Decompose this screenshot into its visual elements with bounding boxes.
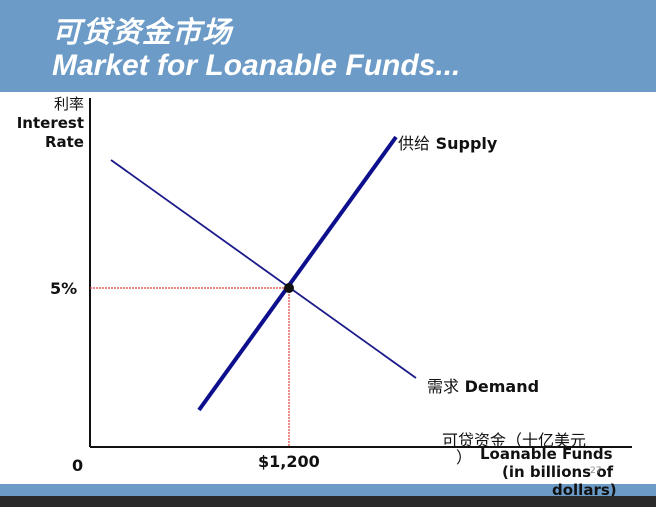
demand-label-en: Demand [464,377,540,396]
title-chinese: 可贷资金市场 [52,17,233,49]
y-axis-label-en-line1: Interest [16,114,84,132]
demand-curve [110,159,417,379]
demand-label-cn: 需求 [427,377,460,396]
supply-label: 供给 Supply [398,130,497,154]
x-axis-label-cn-close: ） [456,448,473,467]
x-axis-label-en-line3: dollars) [552,481,617,499]
supply-label-en: Supply [435,134,498,153]
y-axis-label-en-line2: Rate [44,133,84,151]
footer-bar [0,484,656,496]
supply-label-cn: 供给 [398,134,431,153]
y-axis-label: 利率 Interest Rate [17,95,84,152]
origin-label: 0 [72,456,84,475]
x-axis-label-en-line1: Loanable Funds [480,445,613,463]
page-number: 27 [590,466,602,476]
bottom-strip [0,496,656,507]
title-bar: 可贷资金市场 Market for Loanable Funds... [0,0,656,92]
x-axis-label-cn: 可贷资金（十亿美元 [442,431,587,450]
x-axis-label-en-line2: (in billions of [502,463,614,481]
title-english: Market for Loanable Funds... [52,49,461,82]
supply-curve [197,135,398,412]
y-axis-label-cn: 利率 [53,95,84,113]
x-tick-label-1200: $1,200 [258,452,320,471]
y-tick-label-5pct: 5% [50,279,78,298]
equilibrium-point [284,283,294,293]
demand-label: 需求 Demand [427,373,539,397]
